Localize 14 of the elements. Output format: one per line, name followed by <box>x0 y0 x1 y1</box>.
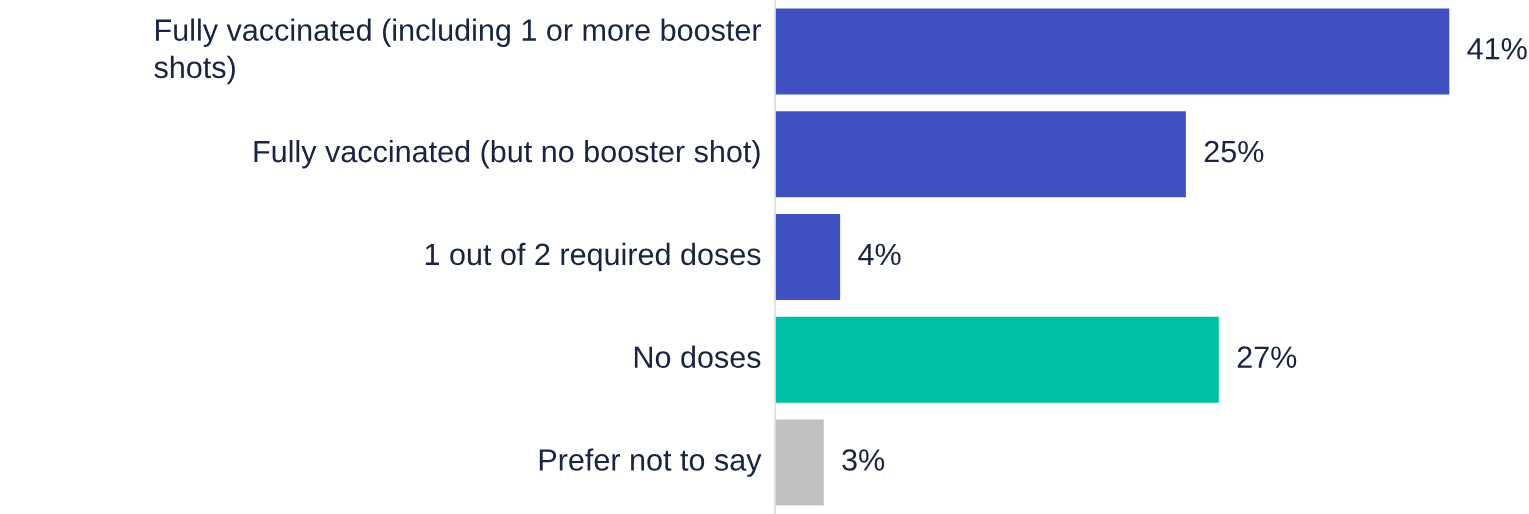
data-label: 27% <box>1237 346 1297 368</box>
data-label: 4% <box>858 243 901 266</box>
y-tick-label: 1 out of 2 required doses <box>425 242 761 272</box>
bar <box>775 212 842 302</box>
y-tick-label: Fully vaccinated (but no booster shot) <box>254 139 760 169</box>
data-label: 25% <box>1204 140 1264 163</box>
y-tick-label: Fully vaccinated (including 1 or more booster shots) <box>154 18 762 85</box>
y-tick-label: Prefer not to say <box>539 448 762 477</box>
bar <box>775 7 1450 96</box>
data-label: 3% <box>842 449 885 471</box>
y-tick-label: No doses <box>634 345 761 368</box>
bar <box>775 315 1221 405</box>
data-label: 41% <box>1467 38 1527 60</box>
bar <box>775 109 1188 199</box>
